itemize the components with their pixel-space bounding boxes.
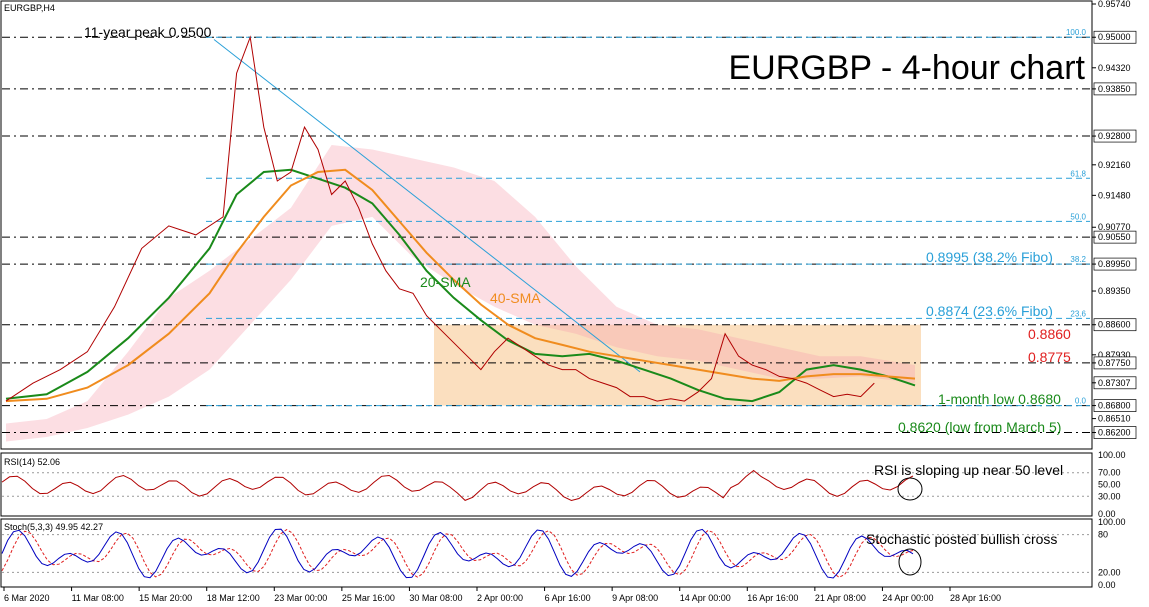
y-tick-label: 0.87750 <box>1098 358 1131 368</box>
fibo-level-label: 23.6 <box>1070 309 1086 318</box>
resistance-8775-label: 0.8775 <box>1028 349 1071 365</box>
y-tick-label: 0.92160 <box>1098 160 1131 170</box>
sma40-label: 40-SMA <box>490 290 541 306</box>
fibonacci-levels: 100.0 61.8 50.0 38.2 23.6 0.0 <box>206 28 1090 407</box>
stoch-main-line <box>1 528 914 579</box>
y-tick-label: 0.90770 <box>1098 222 1131 232</box>
series-line-40-sma <box>5 168 916 403</box>
fibo-level-label: 38.2 <box>1070 255 1086 264</box>
fibo236-label: 0.8874 (23.6% Fibo) <box>926 303 1053 319</box>
fibo-level-label: 0.0 <box>1075 397 1087 406</box>
x-tick-label: 18 Mar 12:00 <box>207 593 260 603</box>
rsi-level-label: 50.00 <box>1098 480 1121 490</box>
rsi-highlight-circle <box>897 477 923 501</box>
y-tick-label: 0.87307 <box>1098 378 1131 388</box>
x-tick-label: 23 Mar 00:00 <box>274 593 327 603</box>
x-tick-label: 14 Apr 00:00 <box>680 593 731 603</box>
x-tick-label: 11 Mar 08:00 <box>72 593 124 603</box>
x-tick-label: 16 Apr 16:00 <box>747 593 798 603</box>
rsi-level-label: 70.00 <box>1098 468 1121 478</box>
symbol-label: EURGBP,H4 <box>4 3 55 13</box>
support-8620-label: 0.8620 (low from March 5) <box>898 419 1061 435</box>
stoch-annotation: Stochastic posted bullish cross <box>866 531 1057 547</box>
x-tick-label: 15 Mar 20:00 <box>139 593 192 603</box>
y-tick-label: 0.89950 <box>1098 259 1131 269</box>
y-tick-label: 0.95000 <box>1098 32 1131 42</box>
fibo-level-label: 50.0 <box>1070 212 1086 221</box>
y-tick-label: 0.88600 <box>1098 320 1131 330</box>
y-tick-label: 0.86200 <box>1098 428 1131 438</box>
sma20-label: 20-SMA <box>420 274 471 290</box>
rsi-label: RSI(14) 52.06 <box>4 457 60 467</box>
rsi-pane <box>0 452 1093 517</box>
stoch-level-label: 20.00 <box>1098 567 1121 577</box>
price-series <box>5 35 916 403</box>
y-tick-label: 0.93850 <box>1098 84 1131 94</box>
fibo-level-label: 61.8 <box>1070 169 1086 178</box>
x-tick-label: 30 Mar 08:00 <box>409 593 462 603</box>
fibo382-label: 0.8995 (38.2% Fibo) <box>926 249 1053 265</box>
stoch-level-label: 100.00 <box>1098 517 1126 527</box>
stoch-label: Stoch(5,3,3) 49.95 42.27 <box>4 522 103 532</box>
rsi-level-label: 30.00 <box>1098 491 1121 501</box>
resistance-8860-label: 0.8860 <box>1028 326 1071 342</box>
y-tick-label: 0.90550 <box>1098 232 1131 242</box>
rsi-line <box>1 469 914 502</box>
x-tick-label: 24 Apr 00:00 <box>882 593 933 603</box>
y-tick-label: 0.91480 <box>1098 190 1131 200</box>
y-tick-label: 0.95740 <box>1098 0 1131 9</box>
descending-trendline <box>213 39 641 373</box>
y-axis-ticks: 0.95740 0.95000 0.94320 0.93850 0.92800 0.921… <box>1092 0 1137 439</box>
x-tick-label: 6 Apr 16:00 <box>545 593 591 603</box>
main-pane <box>0 0 1093 450</box>
series-line-20-sma <box>5 168 916 403</box>
x-tick-label: 9 Apr 08:00 <box>612 593 658 603</box>
rsi-level-label: 0.00 <box>1098 509 1116 519</box>
x-axis-labels: 6 Mar 2020 11 Mar 08:00 15 Mar 20:00 18 Mar… <box>3 587 1001 603</box>
x-tick-label: 28 Apr 16:00 <box>950 593 1001 603</box>
y-tick-label: 0.94320 <box>1098 63 1131 73</box>
cloud-band <box>6 145 915 442</box>
peak-annotation: 11-year peak 0.9500 <box>84 24 212 40</box>
y-tick-label: 0.89350 <box>1098 286 1131 296</box>
x-tick-label: 21 Apr 08:00 <box>815 593 866 603</box>
stoch-signal-line <box>1 529 914 578</box>
series-line-price <box>5 35 875 402</box>
support-8680-label: 1-month low 0.8680 <box>938 391 1061 407</box>
y-tick-label: 0.92800 <box>1098 131 1131 141</box>
rsi-level-label: 100.00 <box>1098 450 1126 460</box>
rsi-annotation: RSI is sloping up near 50 level <box>874 462 1063 478</box>
fibo-level-label: 100.0 <box>1066 28 1087 37</box>
chart-title: EURGBP - 4-hour chart <box>728 49 1085 87</box>
stochastic-indicator: 100.00 80 20.00 0.00 <box>1 517 1126 590</box>
y-tick-label: 0.86510 <box>1098 414 1131 424</box>
y-tick-label: 0.86800 <box>1098 401 1131 411</box>
y-tick-label: 0.87930 <box>1098 350 1131 360</box>
stoch-highlight-circle <box>898 548 922 576</box>
x-tick-label: 2 Apr 00:00 <box>477 593 523 603</box>
stoch-level-label: 0.00 <box>1098 580 1116 590</box>
stoch-level-label: 80 <box>1098 530 1108 540</box>
x-tick-label: 6 Mar 2020 <box>4 593 50 603</box>
x-tick-label: 25 Mar 16:00 <box>342 593 395 603</box>
stoch-pane <box>0 518 1093 588</box>
ichimoku-cloud <box>6 145 915 442</box>
